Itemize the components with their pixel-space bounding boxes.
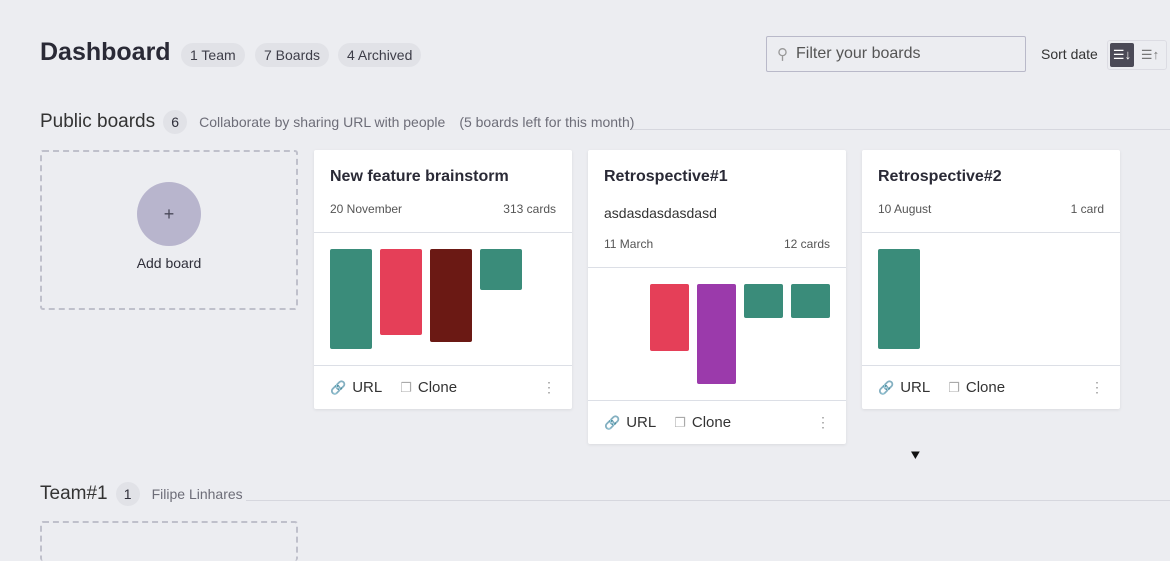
- preview-column: [650, 284, 689, 351]
- preview-column: [380, 249, 422, 335]
- divider: [246, 500, 1170, 501]
- more-options-icon[interactable]: ⋮: [542, 379, 556, 395]
- sort-descending-icon[interactable]: ☰↓: [1110, 43, 1134, 67]
- more-options-icon[interactable]: ⋮: [816, 414, 830, 430]
- board-card-header: Retrospective#2 10 August 1 card: [862, 150, 1120, 233]
- board-name[interactable]: Retrospective#1: [604, 168, 728, 185]
- clone-icon: ❐: [400, 379, 412, 395]
- section-subtitle: Collaborate by sharing URL with people: [199, 114, 446, 130]
- section-title: Public boards: [40, 111, 156, 132]
- add-board-label: Add board: [136, 255, 202, 271]
- link-icon: 🔗: [604, 414, 621, 430]
- preview-column: [878, 249, 920, 349]
- sort-toggle[interactable]: ☰↓ ☰↑: [1107, 40, 1167, 70]
- team-add-board-button[interactable]: [40, 521, 298, 561]
- sort-label: Sort date: [1041, 46, 1098, 62]
- more-options-icon[interactable]: ⋮: [1090, 379, 1104, 395]
- preview-column: [430, 249, 472, 342]
- boards-left-note: (5 boards left for this month): [459, 114, 635, 130]
- clone-icon: ❐: [948, 379, 960, 395]
- board-card-footer: 🔗 URL ❐ Clone ⋮: [862, 366, 1120, 409]
- mouse-cursor-icon: ⯆: [909, 448, 922, 465]
- archived-count-pill[interactable]: 4 Archived: [338, 43, 422, 67]
- board-preview[interactable]: [314, 233, 572, 366]
- page-title: Dashboard: [40, 38, 171, 66]
- team-member: Filipe Linhares: [151, 486, 243, 502]
- preview-column: [330, 249, 372, 349]
- board-card-header: Retrospective#1 asdasdasdasdasd 11 March…: [588, 150, 846, 268]
- link-icon: 🔗: [330, 379, 347, 395]
- preview-column: [744, 284, 783, 318]
- copy-url-button[interactable]: URL: [626, 414, 657, 431]
- board-name[interactable]: New feature brainstorm: [330, 168, 509, 185]
- board-date: 10 August: [878, 202, 932, 216]
- plus-icon: +: [137, 182, 201, 246]
- team-count-pill[interactable]: 1 Team: [181, 43, 245, 67]
- copy-url-button[interactable]: URL: [900, 379, 931, 396]
- board-date: 11 March: [604, 237, 654, 251]
- board-card-footer: 🔗 URL ❐ Clone ⋮: [314, 366, 572, 409]
- public-boards-header: Public boards 6 Collaborate by sharing U…: [40, 110, 634, 134]
- team-header: Team#1 1 Filipe Linhares: [40, 482, 243, 506]
- add-board-button[interactable]: + Add board: [40, 150, 298, 310]
- boards-count-pill[interactable]: 7 Boards: [255, 43, 330, 67]
- preview-column: [697, 284, 736, 384]
- board-name[interactable]: Retrospective#2: [878, 168, 1002, 185]
- board-card-count: 1 card: [1070, 202, 1104, 216]
- board-card[interactable]: Retrospective#2 10 August 1 card 🔗 URL ❐ …: [862, 150, 1120, 409]
- board-card-count: 12 cards: [783, 237, 830, 251]
- board-date: 20 November: [330, 202, 403, 216]
- board-preview[interactable]: [588, 268, 846, 401]
- preview-column: [791, 284, 830, 318]
- board-card[interactable]: New feature brainstorm 20 November 313 ca…: [314, 150, 572, 409]
- clone-button[interactable]: Clone: [691, 414, 732, 431]
- clone-button[interactable]: Clone: [417, 379, 458, 396]
- clone-button[interactable]: Clone: [965, 379, 1006, 396]
- board-description: asdasdasdasdasd: [604, 205, 717, 221]
- link-icon: 🔗: [878, 379, 895, 395]
- board-card[interactable]: Retrospective#1 asdasdasdasdasd 11 March…: [588, 150, 846, 444]
- filter-boards-search[interactable]: ⚲: [766, 36, 1026, 72]
- sort-ascending-icon[interactable]: ☰↑: [1140, 47, 1160, 62]
- board-count-badge: 6: [163, 110, 188, 134]
- copy-url-button[interactable]: URL: [352, 379, 383, 396]
- team-count-badge: 1: [115, 482, 140, 506]
- board-card-header: New feature brainstorm 20 November 313 ca…: [314, 150, 572, 233]
- divider: [632, 129, 1170, 130]
- board-card-count: 313 cards: [503, 202, 556, 216]
- filter-boards-input[interactable]: [796, 45, 1006, 63]
- search-icon: ⚲: [777, 46, 788, 63]
- preview-column: [480, 249, 522, 290]
- team-title: Team#1: [40, 483, 108, 504]
- clone-icon: ❐: [674, 414, 686, 430]
- board-preview[interactable]: [862, 233, 1120, 366]
- board-card-footer: 🔗 URL ❐ Clone ⋮: [588, 401, 846, 444]
